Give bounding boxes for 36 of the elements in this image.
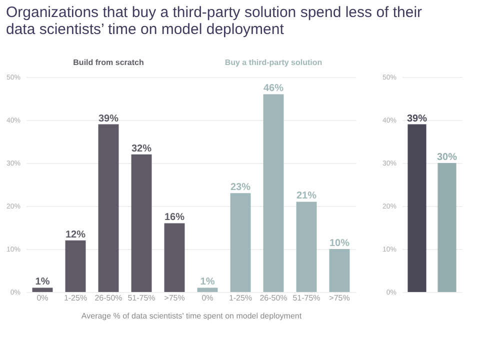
data-label: 1%	[35, 276, 50, 288]
bar	[65, 240, 86, 292]
data-label: 23%	[230, 182, 251, 194]
data-label: 21%	[296, 190, 317, 202]
bar	[296, 202, 317, 292]
text: Buy a third-party solution	[224, 58, 322, 67]
x-tick-label: 26-50%	[260, 294, 288, 302]
data-label: 16%	[164, 212, 185, 224]
data-label: 39%	[406, 113, 428, 124]
chart-title: Organizations that buy a third-party solution spend less of their data scientists’ time on model deployment	[6, 4, 422, 38]
bar	[230, 193, 251, 292]
x-tick-label: 0%	[202, 294, 214, 302]
text: Build from scratch	[73, 58, 144, 67]
bar	[32, 288, 53, 292]
x-tick-label: >75%	[164, 294, 185, 302]
data-label: 10%	[329, 238, 350, 249]
x-tick-label: 26-50%	[94, 294, 122, 302]
bar	[164, 223, 185, 292]
bar	[98, 124, 119, 292]
x-tick-label: 51-75%	[292, 294, 320, 302]
bar	[263, 94, 284, 292]
x-tick-label: 1-25%	[228, 294, 252, 302]
bar	[197, 288, 218, 292]
x-axis-title: Average % of data scientists' time spent on model deployment	[81, 312, 302, 320]
data-label: 12%	[65, 229, 86, 240]
x-tick-label: 0%	[36, 294, 48, 302]
data-label: 46%	[263, 83, 284, 94]
data-label: 30%	[436, 152, 458, 163]
bar	[131, 154, 152, 292]
bar	[329, 249, 350, 292]
data-label: 1%	[200, 276, 215, 288]
data-label: 32%	[131, 143, 152, 154]
x-tick-label: >75%	[329, 294, 350, 302]
data-label: 39%	[98, 113, 119, 124]
x-tick-label: 51-75%	[128, 294, 156, 302]
x-tick-label: 1-25%	[64, 294, 88, 302]
